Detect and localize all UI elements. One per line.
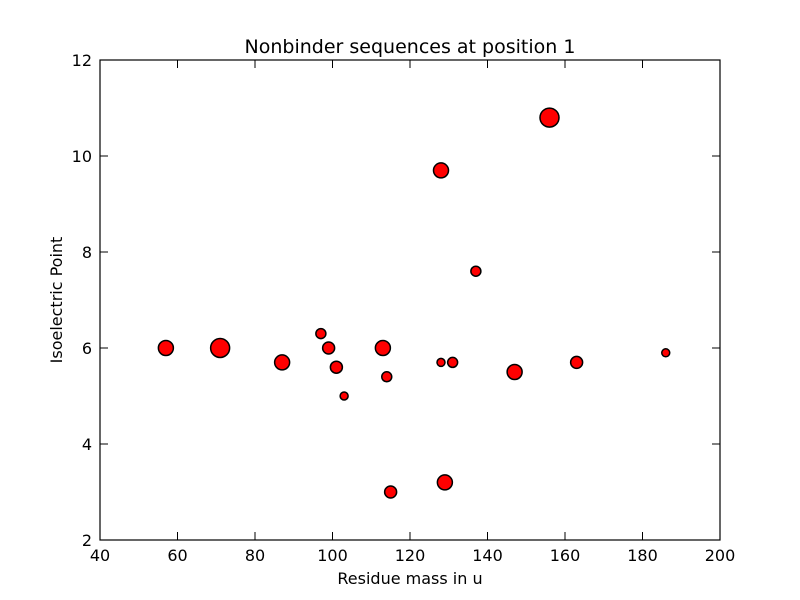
x-tick-label: 80 xyxy=(245,546,265,565)
data-point xyxy=(374,339,392,357)
data-point xyxy=(436,474,454,491)
y-axis-label: Isoelectric Point xyxy=(47,237,66,364)
y-tick-label: 6 xyxy=(82,339,92,358)
x-tick-label: 200 xyxy=(705,546,736,565)
data-point xyxy=(273,354,291,371)
data-point xyxy=(446,356,459,369)
x-tick-label: 60 xyxy=(167,546,187,565)
y-tick-label: 2 xyxy=(82,531,92,550)
plot-area: 40 60 80 100 120 140 160 180 200 2 4 6 8 10 12 xyxy=(72,51,736,565)
x-tick-label: 40 xyxy=(90,546,110,565)
x-tick-label: 120 xyxy=(395,546,426,565)
x-tick-label: 160 xyxy=(550,546,581,565)
data-point xyxy=(506,363,523,381)
x-tick-label: 100 xyxy=(317,546,348,565)
data-point xyxy=(432,162,450,179)
data-point xyxy=(539,107,560,128)
y-tick-label: 4 xyxy=(82,435,92,454)
data-point xyxy=(321,341,336,355)
data-point xyxy=(436,357,446,368)
axes-frame xyxy=(99,59,721,541)
x-tick-label: 140 xyxy=(472,546,503,565)
data-point xyxy=(383,485,398,499)
data-point xyxy=(381,371,393,383)
chart-title: Nonbinder sequences at position 1 xyxy=(245,36,576,58)
data-point xyxy=(661,348,671,358)
x-tick-label: 180 xyxy=(627,546,658,565)
y-tick-label: 10 xyxy=(72,147,92,166)
data-point xyxy=(470,265,482,277)
data-point xyxy=(569,355,584,370)
y-tick-label: 12 xyxy=(72,51,92,70)
x-axis-label: Residue mass in u xyxy=(337,569,482,588)
data-point xyxy=(209,337,231,359)
data-point xyxy=(329,360,344,374)
data-point xyxy=(339,391,349,401)
data-point xyxy=(315,327,327,340)
data-point xyxy=(157,339,175,357)
y-tick-label: 8 xyxy=(82,243,92,262)
